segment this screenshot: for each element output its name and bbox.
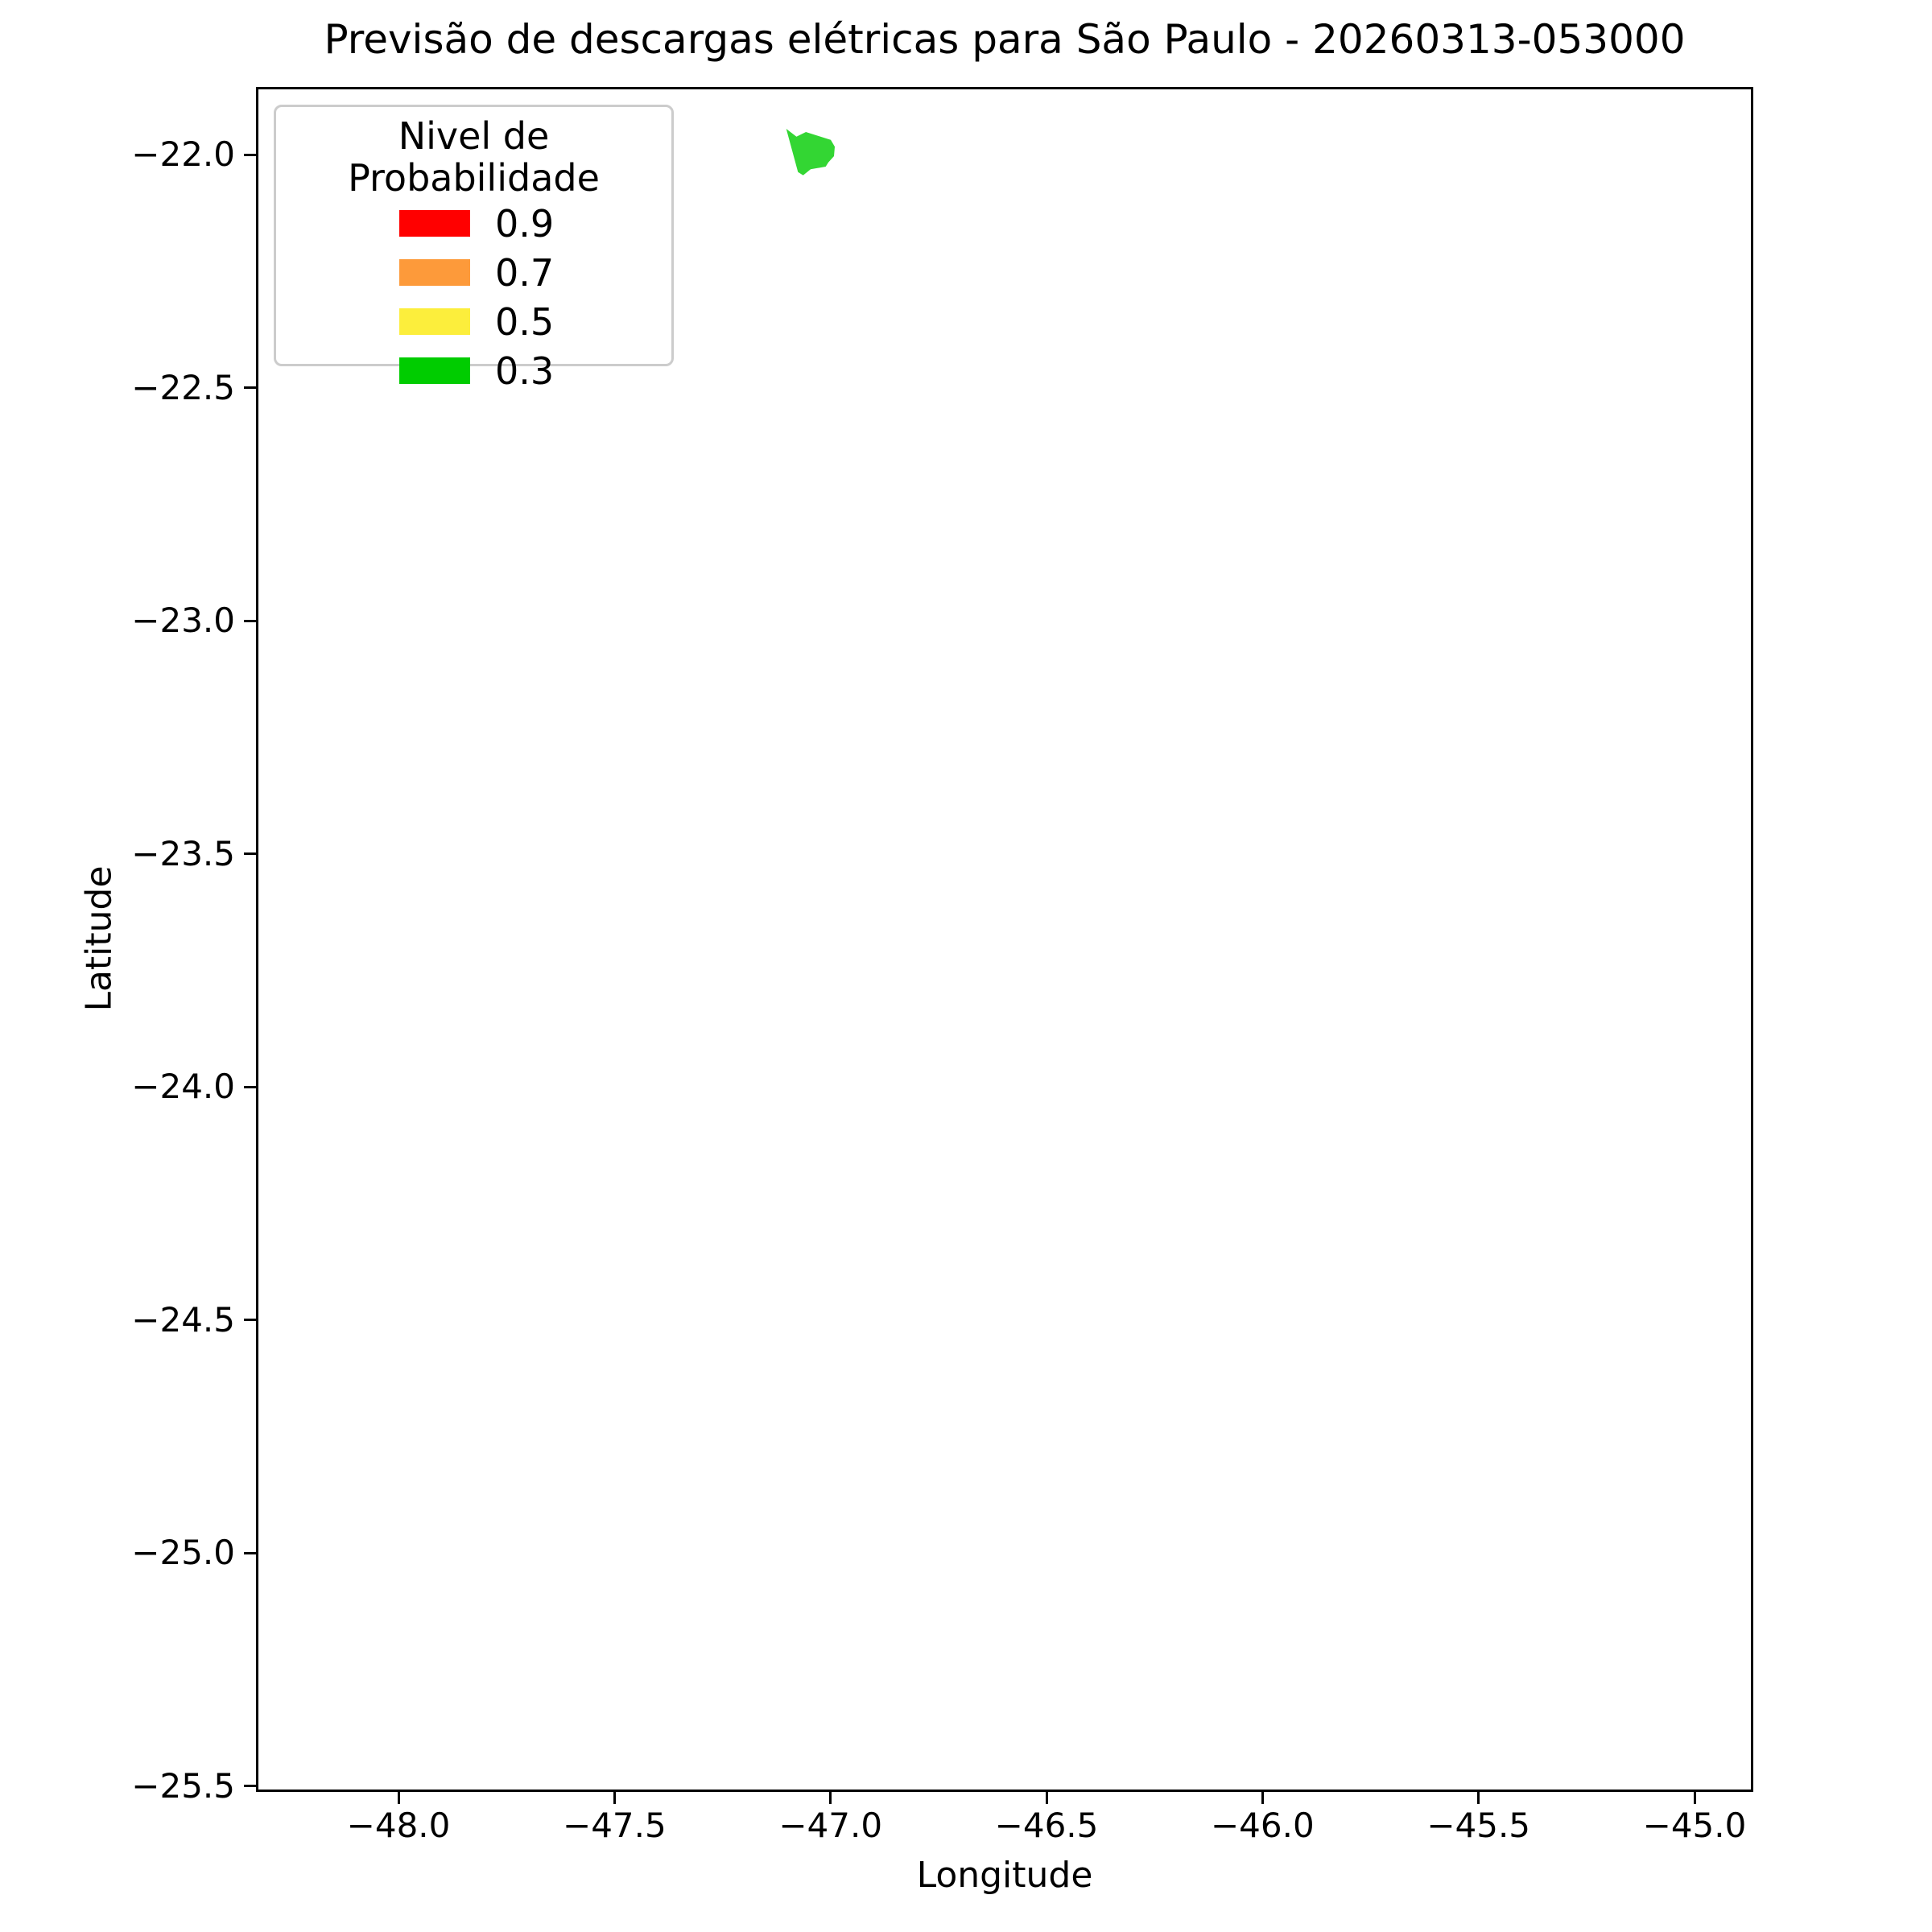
y-tick	[244, 1319, 256, 1322]
x-tick-label: −47.5	[563, 1806, 667, 1845]
legend-entry: 0.3	[276, 353, 671, 390]
x-tick-label: −45.5	[1426, 1806, 1531, 1845]
legend-entry: 0.9	[276, 205, 671, 242]
legend: Nivel de Probabilidade 0.9 0.7 0.5 0.3	[274, 105, 674, 390]
legend-swatch	[399, 357, 470, 384]
y-tick-label: −23.5	[131, 833, 235, 873]
legend-label: 0.7	[495, 250, 555, 295]
x-tick	[1693, 1792, 1696, 1804]
legend-swatch	[399, 210, 470, 237]
legend-label: 0.9	[495, 201, 555, 246]
y-tick	[244, 619, 256, 622]
y-tick	[244, 1785, 256, 1788]
y-tick	[244, 386, 256, 390]
y-tick-label: −22.5	[131, 367, 235, 407]
x-tick	[397, 1792, 400, 1804]
legend-entry: 0.5	[276, 303, 671, 341]
x-tick-label: −46.5	[994, 1806, 1099, 1845]
x-tick	[1261, 1792, 1264, 1804]
x-tick	[1045, 1792, 1048, 1804]
y-axis-label: Latitude	[78, 865, 120, 1012]
y-tick-label: −23.0	[131, 601, 235, 641]
y-tick	[244, 852, 256, 856]
y-tick	[244, 153, 256, 156]
x-tick-label: −46.0	[1210, 1806, 1315, 1845]
x-tick	[1477, 1792, 1480, 1804]
x-tick-label: −45.0	[1642, 1806, 1747, 1845]
plot-border	[256, 87, 1753, 1792]
x-tick-label: −48.0	[346, 1806, 451, 1845]
y-tick-label: −25.5	[131, 1765, 235, 1806]
legend-entries: 0.9 0.7 0.5 0.3	[276, 205, 671, 390]
x-axis-label: Longitude	[916, 1855, 1093, 1896]
y-tick	[244, 1085, 256, 1088]
plot-area	[256, 87, 1753, 1792]
y-tick-label: −25.0	[131, 1533, 235, 1573]
legend-swatch	[399, 308, 470, 335]
legend-label: 0.5	[495, 299, 555, 344]
y-tick-label: −24.0	[131, 1067, 235, 1107]
y-tick-label: −22.0	[131, 134, 235, 174]
legend-entry: 0.7	[276, 254, 671, 291]
y-tick	[244, 1551, 256, 1554]
probability-polygon	[786, 129, 835, 175]
legend-label: 0.3	[495, 349, 555, 393]
chart-title: Previsão de descargas elétricas para São…	[324, 16, 1686, 63]
x-tick-label: −47.0	[778, 1806, 883, 1845]
legend-title: Nivel de Probabilidade	[348, 114, 600, 200]
y-tick-label: −24.5	[131, 1299, 235, 1340]
x-tick	[829, 1792, 832, 1804]
x-tick	[613, 1792, 616, 1804]
legend-swatch	[399, 259, 470, 286]
